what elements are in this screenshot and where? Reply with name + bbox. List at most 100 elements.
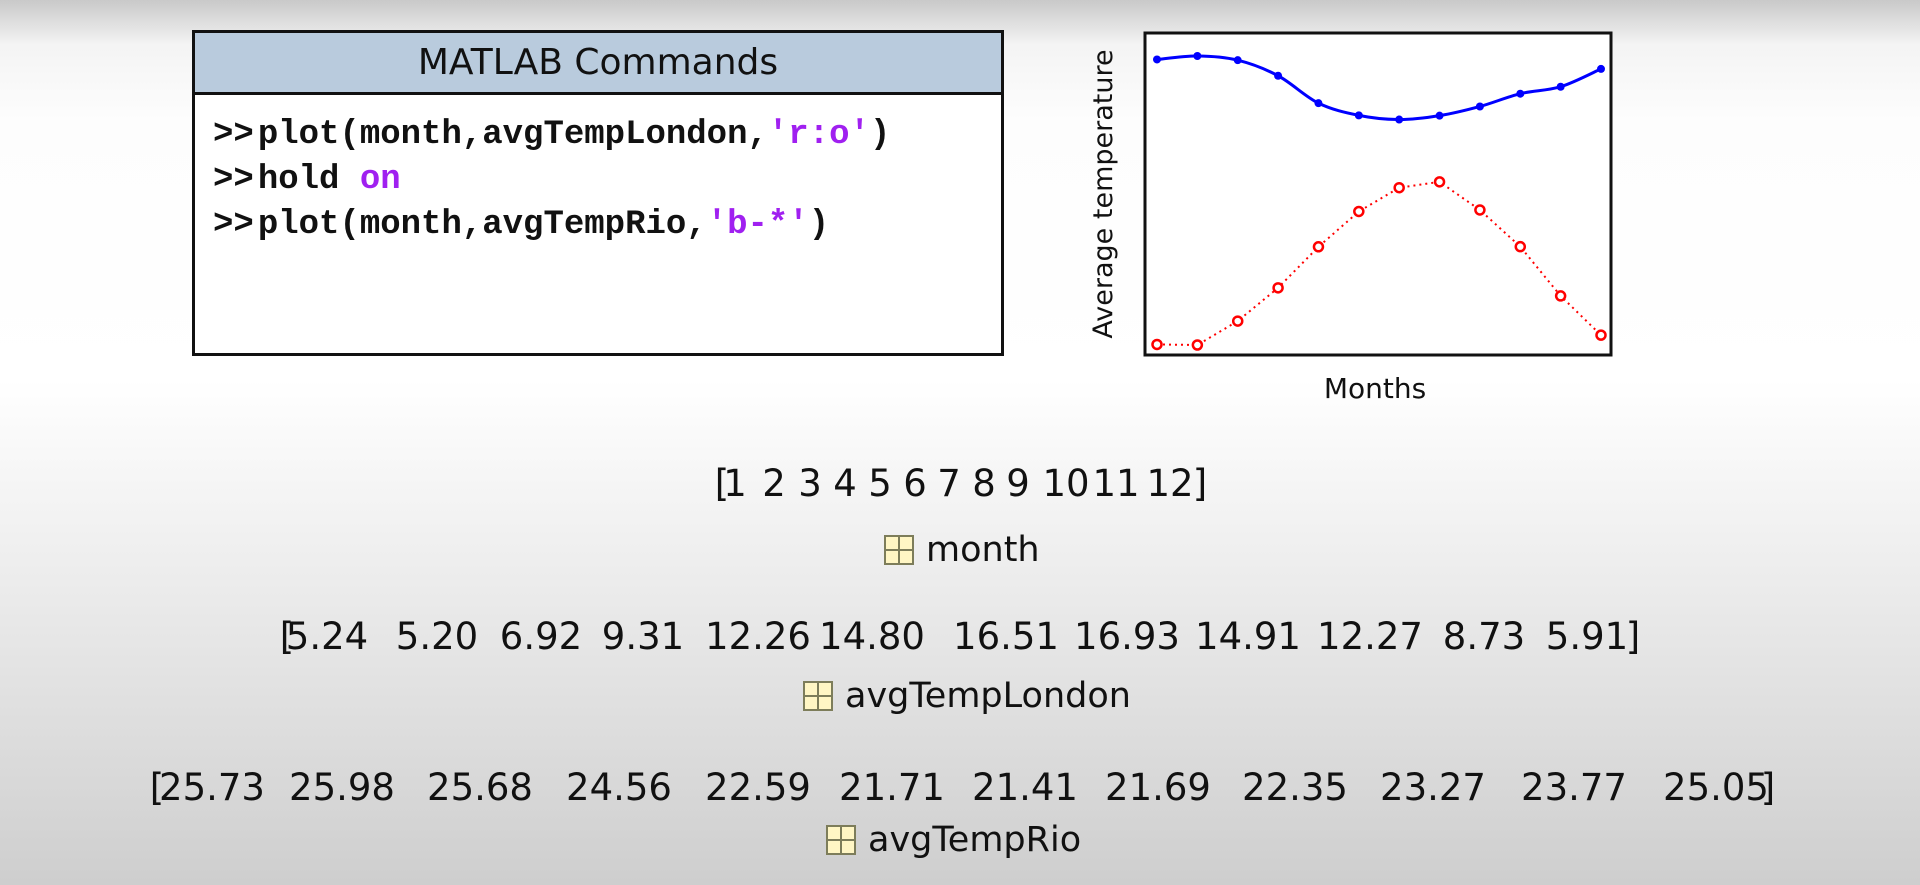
month-value-6: 6 [903, 462, 927, 505]
y-axis-label: Average temperature [1088, 49, 1119, 338]
avgTempRio-value-6: 21.71 [839, 766, 945, 809]
data-point-avgTempLondon-8 [1433, 176, 1446, 188]
workspace-variable-month[interactable]: month [884, 530, 1040, 570]
month-value-1: 1 [723, 462, 747, 505]
month-value-11: 11 [1092, 462, 1140, 505]
matlab-commands-panel: MATLAB Commands >> plot(month,avgTempLond… [192, 30, 1004, 356]
command-string: 'r:o' [767, 116, 870, 154]
avgTempRio-value-11: 23.77 [1521, 766, 1627, 809]
avgTempRio-value-7: 21.41 [972, 766, 1078, 809]
avgTempRio-value-4: 24.56 [566, 766, 672, 809]
command-code: plot(month,avgTempLondon, [257, 116, 768, 154]
month-value-4: 4 [833, 462, 857, 505]
command-string: 'b-*' [706, 206, 809, 244]
matrix-icon [803, 681, 833, 711]
command-line-1: >> plot(month,avgTempLondon,'r:o') [213, 115, 890, 155]
x-axis-label: Months [1324, 372, 1426, 405]
month-value-3: 3 [798, 462, 822, 505]
command-line-2: >> hold on [213, 160, 401, 200]
avgTempLondon-value-2: 5.20 [395, 615, 479, 658]
avgTempLondon-value-4: 9.31 [601, 615, 685, 658]
close-bracket: ] [1625, 615, 1641, 658]
avgTempLondon-values: [5.24 5.20 6.92 9.31 12.26 14.80 16.51 16.93 14.… [0, 615, 1920, 661]
avgTempRio-value-12: 25.05 [1663, 766, 1769, 809]
prompt: >> [213, 116, 254, 154]
data-point-avgTempLondon-10 [1514, 240, 1527, 253]
command-code: plot(month,avgTempRio, [257, 206, 707, 244]
month-value-2: 2 [762, 462, 786, 505]
data-point-avgTempRio-8 [1435, 111, 1444, 120]
data-point-avgTempRio-12 [1597, 64, 1605, 73]
avgTempLondon-value-10: 12.27 [1317, 615, 1423, 658]
workspace-variable-avgTempLondon[interactable]: avgTempLondon [803, 676, 1131, 716]
prompt: >> [213, 206, 254, 244]
data-point-avgTempRio-2 [1193, 52, 1202, 60]
matrix-icon [826, 825, 856, 855]
variable-name: avgTempLondon [845, 676, 1131, 716]
data-point-avgTempRio-4 [1274, 71, 1283, 80]
avgTempRio-values: [25.73 25.98 25.68 24.56 22.59 21.71 21.41 21.6… [0, 766, 1920, 812]
avgTempLondon-value-7: 16.51 [953, 615, 1059, 658]
month-value-12: 12 [1146, 462, 1194, 505]
command-string: on [359, 161, 401, 199]
command-tail: ) [808, 206, 830, 244]
avgTempLondon-value-6: 14.80 [819, 615, 925, 658]
data-point-avgTempRio-10 [1516, 89, 1525, 98]
data-point-avgTempLondon-9 [1474, 204, 1486, 216]
command-tail: ) [869, 116, 891, 154]
avgTempLondon-value-3: 6.92 [499, 615, 583, 658]
data-point-avgTempLondon-2 [1191, 339, 1204, 351]
close-bracket: ] [1760, 766, 1776, 809]
avgTempLondon-value-11: 8.73 [1442, 615, 1526, 658]
matrix-icon [884, 535, 914, 565]
data-point-avgTempLondon-4 [1272, 282, 1284, 294]
data-point-avgTempLondon-7 [1393, 181, 1405, 194]
avgTempLondon-value-12: 5.91 [1545, 615, 1629, 658]
command-code: hold [257, 161, 360, 199]
data-point-avgTempLondon-5 [1312, 241, 1325, 253]
data-point-avgTempRio-6 [1354, 111, 1363, 120]
month-value-5: 5 [868, 462, 892, 505]
variable-name: month [926, 530, 1040, 570]
avgTempLondon-value-5: 12.26 [705, 615, 811, 658]
panel-title: MATLAB Commands [195, 33, 1001, 95]
series-layer [1151, 52, 1607, 351]
avgTempRio-value-5: 22.59 [705, 766, 811, 809]
command-line-3: >> plot(month,avgTempRio,'b-*') [213, 205, 829, 245]
data-point-avgTempLondon-6 [1353, 205, 1365, 218]
prompt: >> [213, 161, 254, 199]
month-value-10: 10 [1042, 462, 1090, 505]
data-point-avgTempLondon-1 [1151, 338, 1163, 351]
open-bracket: [ [149, 766, 165, 809]
avgTempLondon-value-9: 14.91 [1195, 615, 1301, 658]
variable-name: avgTempRio [868, 820, 1082, 860]
avgTempRio-value-9: 22.35 [1242, 766, 1348, 809]
data-point-avgTempLondon-3 [1231, 315, 1244, 327]
data-point-avgTempRio-9 [1475, 102, 1484, 111]
avgTempRio-value-1: 25.73 [159, 766, 265, 809]
avgTempRio-value-8: 21.69 [1105, 766, 1211, 809]
data-point-avgTempRio-1 [1153, 55, 1161, 64]
data-point-avgTempRio-11 [1556, 82, 1565, 91]
data-point-avgTempRio-3 [1233, 56, 1242, 65]
temperature-chart: Average temperature Months [1088, 31, 1613, 405]
data-point-avgTempLondon-12 [1595, 329, 1607, 341]
plot-frame [1143, 31, 1613, 357]
month-values: [1 2 3 4 5 6 7 8 9 10 11 12] [0, 462, 1920, 508]
month-value-7: 7 [937, 462, 961, 505]
data-point-avgTempLondon-11 [1554, 290, 1567, 302]
data-point-avgTempRio-5 [1314, 99, 1323, 108]
data-point-avgTempRio-7 [1395, 115, 1404, 124]
avgTempRio-value-2: 25.98 [289, 766, 395, 809]
workspace-variable-avgTempRio[interactable]: avgTempRio [826, 820, 1081, 860]
open-bracket: [ [714, 462, 730, 505]
close-bracket: ] [1192, 462, 1208, 505]
avgTempRio-value-3: 25.68 [427, 766, 533, 809]
open-bracket: [ [279, 615, 295, 658]
series-line-avgTempLondon [1156, 180, 1602, 347]
avgTempLondon-value-8: 16.93 [1074, 615, 1180, 658]
avgTempLondon-value-1: 5.24 [285, 615, 369, 658]
avgTempRio-value-10: 23.27 [1380, 766, 1486, 809]
month-value-9: 9 [1006, 462, 1030, 505]
month-value-8: 8 [972, 462, 996, 505]
